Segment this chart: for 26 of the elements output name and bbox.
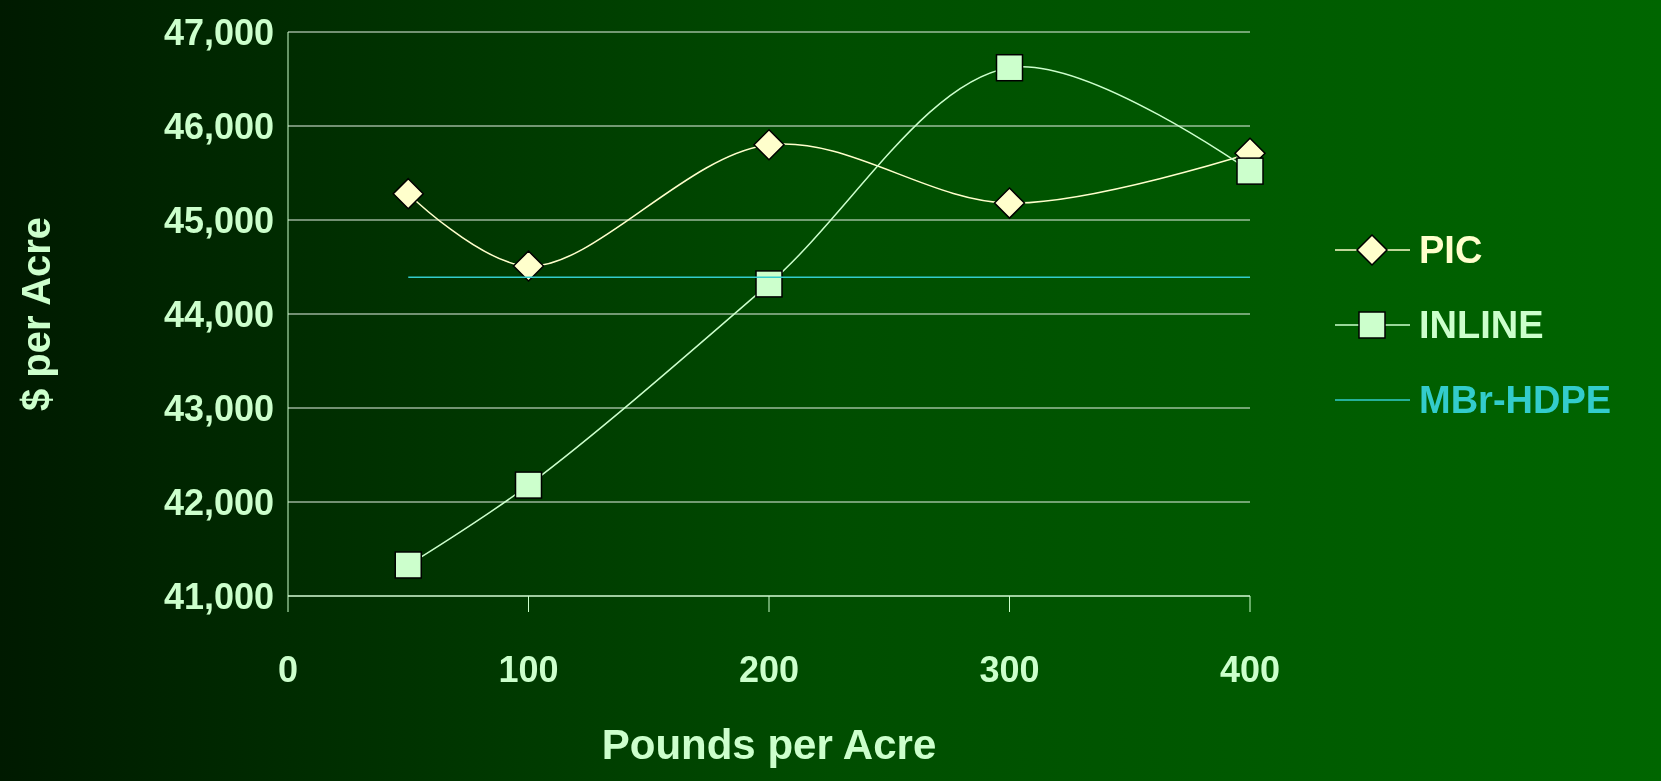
point (394, 551, 422, 579)
y-tick-label: 46,000 (163, 105, 274, 147)
legend-label: INLINE (1419, 304, 1544, 347)
point (995, 53, 1024, 82)
y-tick-label: 44,000 (163, 293, 274, 335)
x-tick-label: 300 (979, 649, 1040, 690)
y-tick-label: 41,000 (163, 575, 274, 617)
legend-label: PIC (1419, 229, 1483, 272)
point (514, 471, 543, 499)
point (993, 187, 1026, 219)
x-tick-label: 200 (738, 649, 800, 690)
y-tick-label: 42,000 (163, 481, 274, 523)
x-tick-label: 100 (498, 649, 559, 690)
point (755, 270, 783, 298)
y-axis-title: $ per Acre (14, 216, 58, 412)
y-tick-label: 43,000 (163, 387, 274, 429)
y-tick-label: 47,000 (163, 11, 274, 53)
legend-label: MBr-HDPE (1419, 379, 1612, 422)
x-tick-label: 400 (1219, 649, 1281, 690)
point (753, 129, 785, 161)
point (512, 250, 545, 282)
x-tick-label: 0 (277, 649, 299, 690)
y-tick-label: 45,000 (163, 199, 274, 241)
x-axis-title: Pounds per Acre (601, 721, 937, 768)
point (392, 177, 424, 210)
point (1236, 157, 1264, 185)
